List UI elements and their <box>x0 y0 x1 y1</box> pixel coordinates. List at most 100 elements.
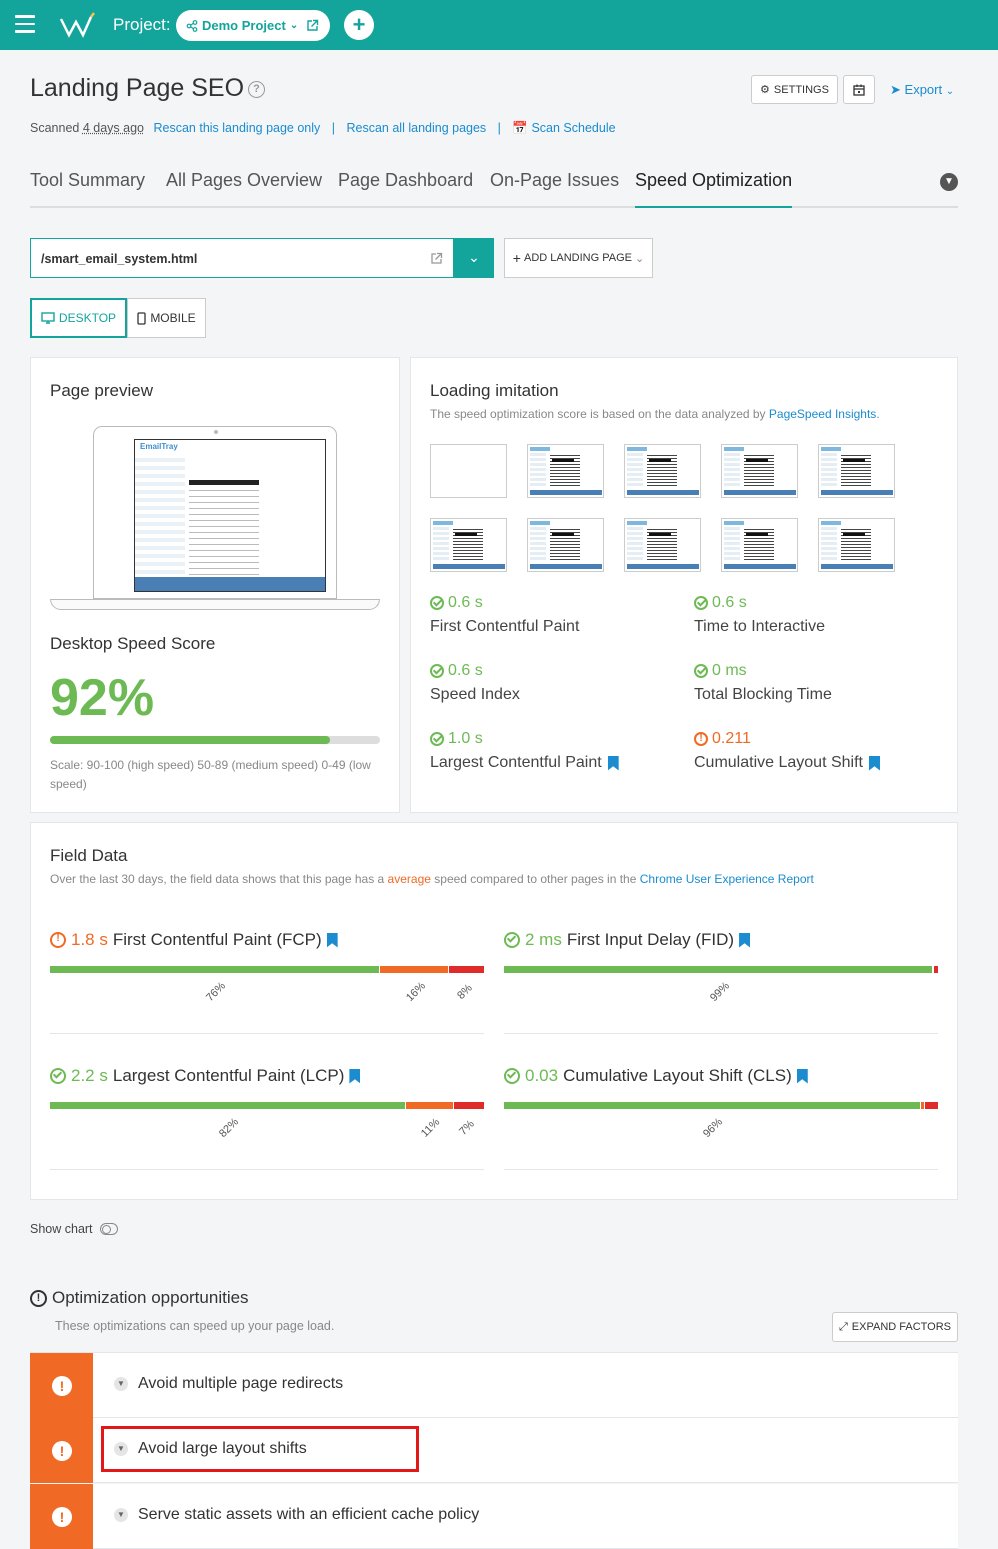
distribution-segment <box>933 966 938 973</box>
bookmark-icon[interactable] <box>796 1068 808 1084</box>
metric-value: 1.0 s <box>430 730 483 748</box>
loading-title: Loading imitation <box>430 381 559 400</box>
distribution-segment <box>379 966 450 973</box>
rescan-page-link[interactable]: Rescan this landing page only <box>153 121 321 135</box>
opportunity-row[interactable]: ! ▼ Avoid multiple page redirects <box>30 1353 958 1418</box>
landing-page-select[interactable]: /smart_email_system.html <box>30 238 454 278</box>
menu-icon[interactable] <box>15 15 35 33</box>
chevron-down-icon: ⌄ <box>289 20 299 31</box>
help-icon[interactable]: ? <box>248 81 265 98</box>
opportunity-label: Avoid multiple page redirects <box>138 1375 344 1392</box>
metric-label: Cumulative Layout Shift <box>694 754 880 772</box>
distribution-segment <box>504 1102 921 1109</box>
score-bar <box>50 736 380 744</box>
project-selector[interactable]: Demo Project ⌄ <box>176 10 330 41</box>
page-preview-title: Page preview <box>50 381 154 400</box>
check-circle-icon <box>504 932 520 948</box>
opportunities-desc: These optimizations can speed up your pa… <box>55 1319 335 1333</box>
scan-schedule-link[interactable]: 📅 Scan Schedule <box>512 121 616 135</box>
warning-circle-icon: ! <box>50 932 66 948</box>
field-metric-title: 2 ms First Input Delay (FID) <box>504 930 751 950</box>
check-circle-icon <box>694 664 708 678</box>
laptop-preview: EmailTray <box>93 426 337 599</box>
laptop-base <box>50 599 380 610</box>
external-link-icon[interactable] <box>306 19 319 32</box>
loading-frame <box>721 518 798 572</box>
scan-info: Scanned 4 days ago Rescan this landing p… <box>30 121 616 135</box>
show-chart-label: Show chart <box>30 1222 93 1236</box>
chevron-down-icon[interactable]: ▼ <box>114 1377 128 1391</box>
app-logo[interactable] <box>58 10 96 40</box>
desktop-score-title: Desktop Speed Score <box>50 634 216 653</box>
crux-link[interactable]: Chrome User Experience Report <box>639 872 814 886</box>
calendar-button[interactable] <box>843 75 875 104</box>
opportunity-row[interactable]: ! ▼ Avoid large layout shifts <box>30 1418 958 1483</box>
loading-frame <box>430 518 507 572</box>
metric-value: 0.6 s <box>430 662 483 680</box>
bookmark-icon[interactable] <box>607 755 619 771</box>
tab-on-page-issues[interactable]: On-Page Issues <box>490 170 620 190</box>
settings-button[interactable]: ⚙ SETTINGS <box>751 75 838 104</box>
tab-page-dashboard[interactable]: Page Dashboard <box>338 170 474 190</box>
distribution-segment <box>50 966 380 973</box>
bookmark-icon[interactable] <box>739 932 751 948</box>
divider <box>504 1169 938 1170</box>
landing-page-dropdown-button[interactable]: ⌄ <box>454 238 494 278</box>
distribution-segment <box>920 1102 925 1109</box>
bookmark-icon[interactable] <box>326 932 338 948</box>
desktop-score: 92% <box>50 669 155 727</box>
tab-bar: Tool Summary All Pages Overview Page Das… <box>30 170 958 208</box>
check-circle-icon <box>430 732 444 746</box>
metric-value: 0 ms <box>694 662 747 680</box>
add-project-button[interactable]: + <box>344 10 374 40</box>
phone-icon <box>137 311 146 325</box>
page-screenshot: EmailTray <box>134 439 326 592</box>
check-circle-icon <box>694 596 708 610</box>
opportunity-label: Avoid large layout shifts <box>138 1440 307 1457</box>
add-landing-page-button[interactable]: + ADD LANDING PAGE ⌄ <box>504 238 653 278</box>
expand-icon: ⤢ <box>838 1320 848 1333</box>
metric-label: Largest Contentful Paint <box>430 754 619 772</box>
loading-frame <box>818 444 895 498</box>
send-icon: ➤ <box>890 82 901 97</box>
bookmark-icon[interactable] <box>349 1068 361 1084</box>
distribution-segment <box>449 966 484 973</box>
show-chart-toggle[interactable] <box>100 1223 118 1235</box>
chevron-down-icon: ⌄ <box>945 86 955 97</box>
export-button[interactable]: ➤ Export ⌄ <box>890 82 955 97</box>
chevron-down-icon[interactable]: ▼ <box>114 1508 128 1522</box>
scanned-ago: 4 days ago <box>82 121 145 135</box>
loading-frame <box>818 518 895 572</box>
metric-label: Total Blocking Time <box>694 686 832 703</box>
tab-speed-optimization[interactable]: Speed Optimization <box>635 170 793 208</box>
loading-frame <box>430 444 507 498</box>
bookmark-icon[interactable] <box>868 755 880 771</box>
rescan-all-link[interactable]: Rescan all landing pages <box>346 121 487 135</box>
loading-desc: The speed optimization score is based on… <box>430 407 880 421</box>
check-circle-icon <box>430 596 444 610</box>
mobile-toggle[interactable]: MOBILE <box>127 298 206 338</box>
opportunity-row[interactable]: ! ▼ Serve static assets with an efficien… <box>30 1484 958 1549</box>
chevron-down-icon[interactable]: ▼ <box>114 1442 128 1456</box>
calendar-icon <box>853 84 865 96</box>
page-title: Landing Page SEO <box>30 74 245 102</box>
tabs-more-icon[interactable]: ▼ <box>940 173 958 191</box>
loading-imitation-card <box>410 357 958 813</box>
field-metric-title: 0.03 Cumulative Layout Shift (CLS) <box>504 1066 808 1086</box>
separator: | <box>331 121 336 135</box>
pagespeed-link[interactable]: PageSpeed Insights <box>768 407 877 421</box>
distribution-segment <box>924 1102 938 1109</box>
field-data-card <box>30 822 958 1200</box>
tab-all-pages-overview[interactable]: All Pages Overview <box>166 170 323 190</box>
metric-value: ! 0.211 <box>694 730 751 748</box>
expand-factors-button[interactable]: ⤢ EXPAND FACTORS <box>832 1312 958 1342</box>
external-link-icon[interactable] <box>430 252 443 265</box>
distribution-bar <box>50 1102 484 1109</box>
chevron-down-icon: ⌄ <box>634 252 645 265</box>
field-metric-title: ! 1.8 s First Contentful Paint (FCP) <box>50 930 338 950</box>
warning-circle-icon: ! <box>694 732 708 746</box>
desktop-toggle[interactable]: DESKTOP <box>30 298 127 338</box>
share-icon <box>186 19 198 32</box>
distribution-segment <box>504 966 933 973</box>
tab-tool-summary[interactable]: Tool Summary <box>30 170 146 190</box>
